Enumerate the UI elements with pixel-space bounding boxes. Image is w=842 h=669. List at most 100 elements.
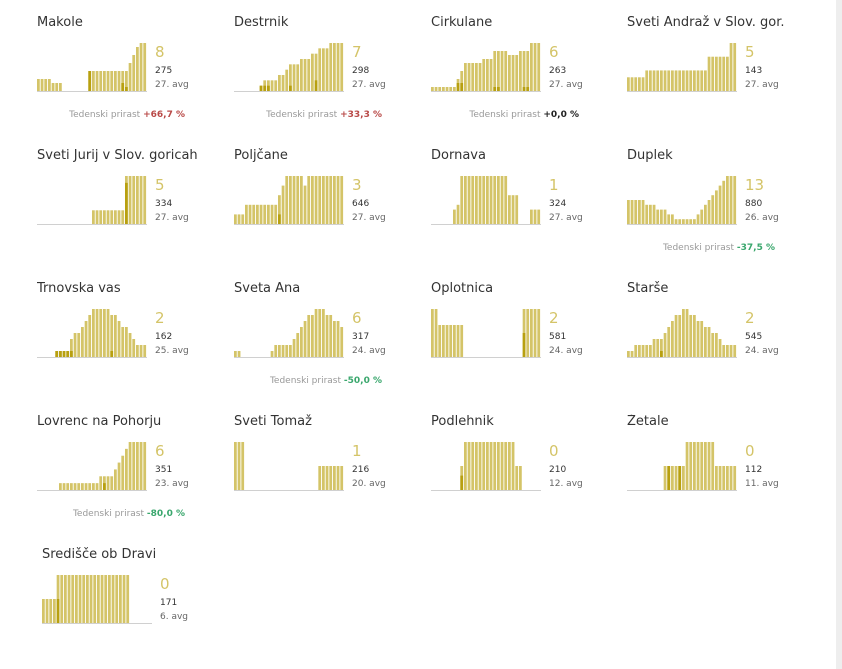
sparkline-bar: [434, 309, 438, 357]
municipality-card[interactable]: Poljčane 3 646 27. avg: [234, 148, 424, 268]
sparkline-highlight-bar: [59, 351, 62, 357]
sparkline-bar: [329, 466, 333, 490]
sparkline-bar: [99, 309, 103, 357]
sparkline-bar: [111, 575, 115, 623]
sparkline-bar: [504, 51, 508, 91]
sparkline-bar: [329, 176, 333, 224]
sparkline-bar: [722, 466, 726, 490]
municipality-card[interactable]: Cirkulane 6 263 27. avg Tedenski prirast +0,…: [431, 15, 621, 135]
municipality-name: Oplotnica: [431, 281, 494, 296]
sparkline-bar: [60, 575, 64, 623]
sparkline-bar: [634, 200, 638, 224]
sparkline-bar: [318, 48, 322, 91]
sparkline-bar: [500, 51, 504, 91]
municipality-card[interactable]: Sveti Tomaž 1 216 20. avg: [234, 414, 424, 534]
sparkline-bar: [515, 195, 519, 224]
sparkline-bar: [311, 315, 314, 357]
sparkline-bar: [508, 55, 511, 91]
sparkline-bar: [300, 176, 303, 224]
sparkline-bar: [307, 176, 311, 224]
sparkline-bar: [674, 466, 678, 490]
date-label: 24. avg: [745, 346, 779, 356]
sparkline-bar: [71, 575, 75, 623]
municipality-card[interactable]: Starše 2 545 24. avg: [627, 281, 817, 401]
sparkline-bar: [493, 51, 497, 91]
sparkline-bar: [267, 204, 270, 224]
sparkline-chart: [37, 442, 147, 491]
municipality-card[interactable]: Trnovska vas 2 162 25. avg: [37, 281, 227, 401]
active-cases-value: 210: [549, 465, 567, 475]
sparkline-bar: [689, 219, 693, 224]
sparkline-bar: [638, 200, 641, 224]
sparkline-bar: [674, 70, 678, 91]
municipality-card[interactable]: Makole 8 275 27. avg Tedenski prirast +66,7 …: [37, 15, 227, 135]
sparkline-bar: [663, 70, 667, 91]
weekly-change-value: -50,0 %: [343, 376, 382, 386]
sparkline-bar: [263, 204, 267, 224]
sparkline-bar: [73, 483, 77, 490]
sparkline-bar: [325, 315, 329, 357]
sparkline-bar: [726, 345, 729, 357]
sparkline-bar: [726, 466, 729, 490]
active-cases-value: 171: [160, 598, 178, 608]
sparkline-bar: [318, 309, 322, 357]
sparkline-bar: [707, 327, 711, 357]
sparkline-bar: [475, 63, 478, 91]
sparkline-bar: [638, 77, 641, 91]
sparkline-bar: [70, 483, 73, 490]
sparkline-bar: [493, 176, 497, 224]
weekly-change-label: Tedenski prirast: [269, 376, 342, 386]
sparkline-bar: [78, 575, 82, 623]
sparkline-bar: [125, 71, 128, 91]
active-cases-value: 275: [155, 66, 173, 76]
sparkline-bar: [311, 53, 314, 91]
municipality-card[interactable]: Lovrenc na Pohorju 6 351 23. avg Tedenski pr…: [37, 414, 227, 534]
sparkline-bar: [630, 77, 634, 91]
sparkline-highlight-bar: [493, 87, 497, 91]
sparkline-chart: [627, 43, 737, 92]
municipality-card[interactable]: Duplek 13 880 26. avg Tedenski prirast -37,5…: [627, 148, 817, 268]
sparkline-chart: [627, 176, 737, 225]
municipality-card[interactable]: Žetale 0 112 11. avg: [627, 414, 817, 534]
municipality-card[interactable]: Destrnik 7 298 27. avg Tedenski prirast +33,…: [234, 15, 424, 135]
municipality-card[interactable]: Dornava 1 324 27. avg: [431, 148, 621, 268]
municipality-card[interactable]: Sveti Andraž v Slov. gor. 5 143 27. avg: [627, 15, 817, 135]
municipality-name: Trnovska vas: [37, 281, 121, 296]
sparkline-highlight-bar: [660, 351, 663, 357]
municipality-card[interactable]: Središče ob Dravi 0 171 6. avg: [42, 547, 232, 667]
sparkline-highlight-bar: [121, 83, 125, 91]
sparkline-highlight-bar: [88, 71, 92, 91]
sparkline-bar: [333, 43, 336, 91]
weekly-change-value: +0,0 %: [543, 110, 579, 120]
sparkline-bar: [438, 325, 442, 357]
active-cases-value: 324: [549, 199, 567, 209]
sparkline-bar: [511, 442, 515, 490]
scrollbar[interactable]: [836, 0, 842, 669]
sparkline-bar: [285, 345, 289, 357]
sparkline-bar: [143, 345, 147, 357]
sparkline-bar: [682, 466, 685, 490]
date-label: 23. avg: [155, 479, 189, 489]
new-cases-value: 1: [549, 176, 559, 194]
municipality-card[interactable]: Podlehnik 0 210 12. avg: [431, 414, 621, 534]
sparkline-bar: [325, 48, 329, 91]
sparkline-bar: [519, 51, 522, 91]
sparkline-chart: [431, 309, 541, 358]
municipality-card[interactable]: Sveta Ana 6 317 24. avg Tedenski prirast -50…: [234, 281, 424, 401]
sparkline-bar: [122, 575, 126, 623]
sparkline-bar: [656, 209, 660, 224]
sparkline-bar: [667, 70, 671, 91]
sparkline-bar: [119, 575, 122, 623]
municipality-name: Lovrenc na Pohorju: [37, 414, 162, 429]
active-cases-value: 263: [549, 66, 567, 76]
sparkline-bar: [237, 214, 241, 224]
sparkline-bar: [733, 345, 737, 357]
sparkline-bar: [674, 219, 678, 224]
date-label: 11. avg: [745, 479, 779, 489]
sparkline-bar: [300, 59, 303, 91]
municipality-card[interactable]: Oplotnica 2 581 24. avg: [431, 281, 621, 401]
municipality-card[interactable]: Sveti Jurij v Slov. goricah 5 334 27. avg: [37, 148, 227, 268]
sparkline-highlight-bar: [314, 80, 318, 91]
sparkline-bar: [478, 442, 482, 490]
sparkline-bar: [733, 43, 737, 91]
